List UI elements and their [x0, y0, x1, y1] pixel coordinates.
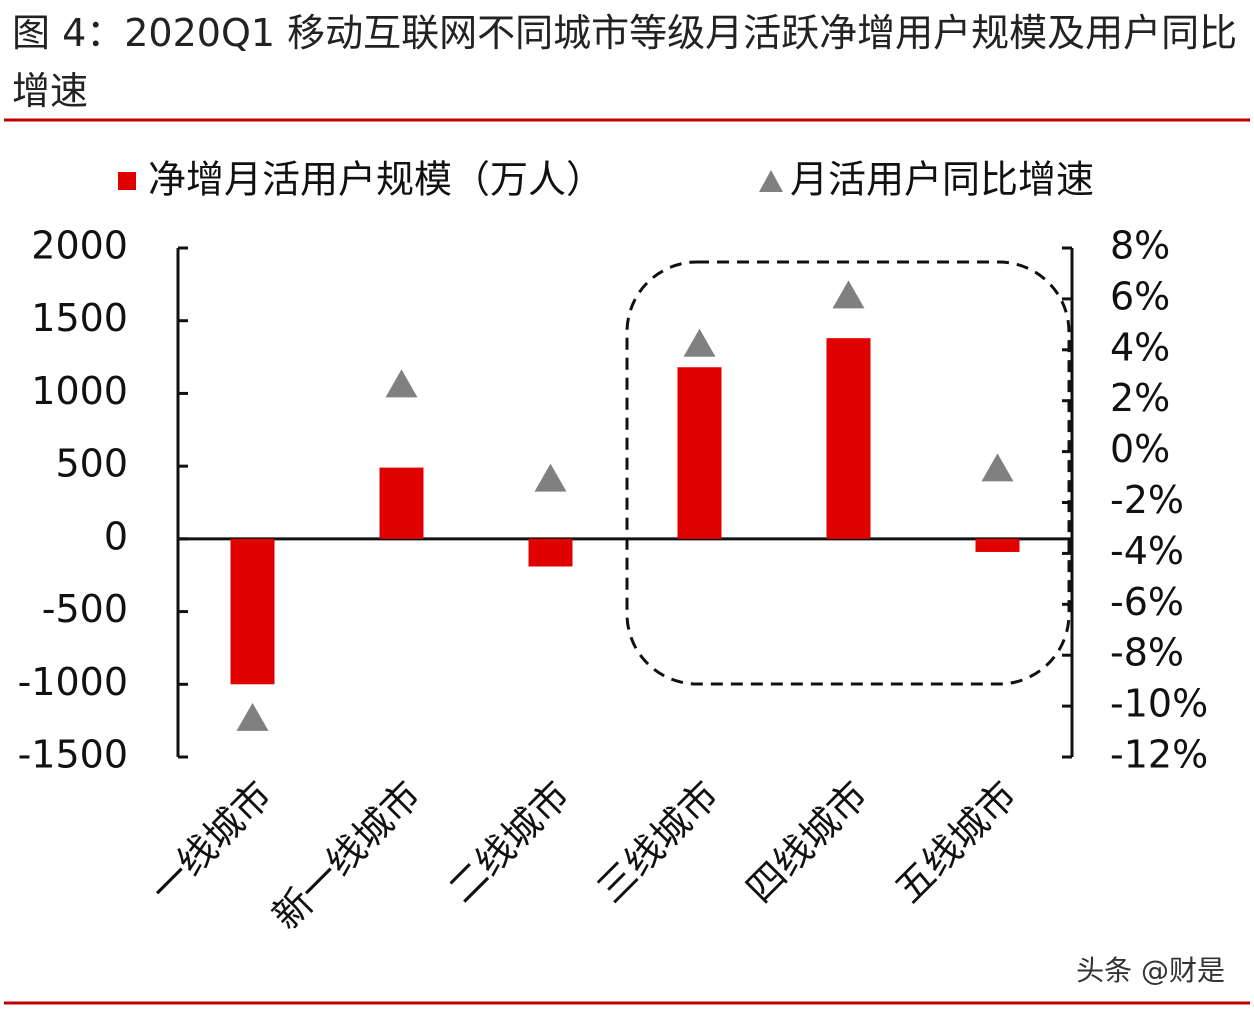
triangle-marker — [683, 328, 716, 357]
y2-tick-label: 4% — [1110, 325, 1170, 369]
y-tick-label: -1500 — [18, 733, 128, 777]
y2-tick-label: -2% — [1110, 478, 1184, 522]
watermark: 头条 @财是 — [1076, 954, 1225, 987]
triangle-marker — [534, 463, 567, 492]
triangle-marker — [981, 453, 1014, 482]
y2-tick-label: 0% — [1110, 427, 1170, 471]
highlight-box — [625, 260, 1071, 686]
y2-tick-label: -10% — [1110, 682, 1208, 726]
y2-tick-label: 2% — [1110, 376, 1170, 420]
x-tick-label: 五线城市 — [887, 773, 1026, 912]
legend-label: 净增月活用户规模（万人） — [148, 158, 604, 202]
y2-tick-label: -4% — [1110, 529, 1184, 573]
y2-tick-label: 6% — [1110, 274, 1170, 318]
bar — [528, 538, 573, 567]
y2-tick-label: -12% — [1110, 733, 1208, 777]
y-tick-label: 0 — [104, 514, 128, 558]
legend-swatch — [759, 170, 783, 192]
title: 图 4：2020Q1 移动互联网不同城市等级月活跃净增用户规模及用户同比增速 — [12, 11, 1238, 113]
y-tick-label: 1500 — [31, 296, 128, 340]
x-tick-label: 二线城市 — [440, 773, 579, 912]
y2-tick-label: -6% — [1110, 580, 1184, 624]
y2-tick-label: 8% — [1110, 224, 1170, 268]
y-tick-label: -500 — [42, 587, 128, 631]
legend-swatch — [118, 172, 136, 190]
triangle-marker — [236, 702, 269, 731]
y-tick-label: -1000 — [18, 660, 128, 704]
triangle-marker — [385, 369, 418, 398]
y2-tick-label: -8% — [1110, 631, 1184, 675]
x-tick-label: 一线城市 — [142, 773, 281, 912]
y-tick-label: 1000 — [31, 369, 128, 413]
bar — [826, 338, 871, 539]
y-tick-label: 500 — [55, 442, 128, 486]
bar — [230, 538, 275, 685]
x-tick-label: 四线城市 — [738, 773, 877, 912]
bar — [975, 538, 1020, 552]
x-tick-label: 新一线城市 — [264, 773, 429, 938]
triangle-marker — [832, 280, 865, 309]
y-tick-label: 2000 — [31, 224, 128, 268]
x-tick-label: 三线城市 — [589, 773, 728, 912]
bar — [379, 467, 424, 539]
bar — [677, 367, 722, 539]
legend-label: 月活用户同比增速 — [790, 158, 1094, 202]
